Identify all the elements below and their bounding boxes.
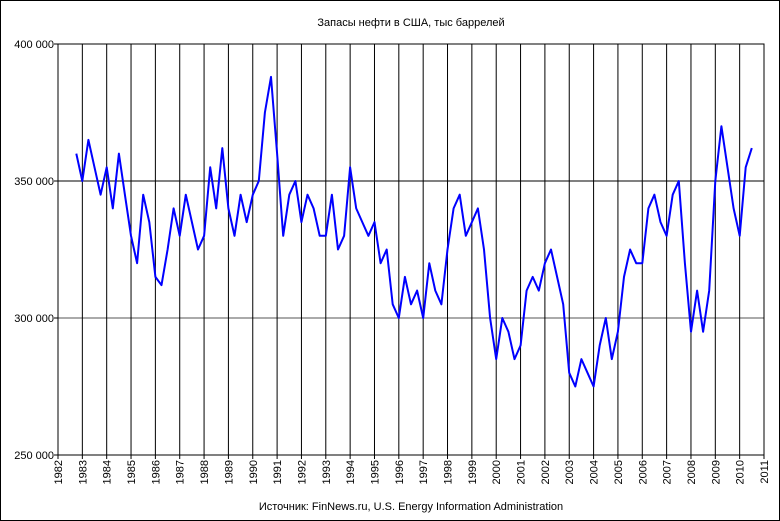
x-tick-label: 1982 bbox=[53, 460, 65, 484]
x-tick-label: 2011 bbox=[759, 460, 771, 484]
plot-border bbox=[57, 43, 765, 456]
y-tick-label: 350 000 bbox=[14, 176, 54, 188]
x-tick-label: 1985 bbox=[126, 460, 138, 484]
x-tick-label: 2004 bbox=[589, 460, 601, 484]
x-tick-label: 1994 bbox=[345, 460, 357, 484]
x-tick-label: 1986 bbox=[150, 460, 162, 484]
x-tick-label: 2007 bbox=[662, 460, 674, 484]
x-tick-label: 1998 bbox=[443, 460, 455, 484]
x-tick-label: 1997 bbox=[418, 460, 430, 484]
x-tick-label: 1999 bbox=[467, 460, 479, 484]
x-tick-label: 1991 bbox=[272, 460, 284, 484]
x-tick-label: 1988 bbox=[199, 460, 211, 484]
x-tick-label: 1984 bbox=[102, 460, 114, 484]
x-tick-label: 1983 bbox=[77, 460, 89, 484]
chart-title: Запасы нефти в США, тыс баррелей bbox=[317, 17, 504, 29]
y-tick-label: 300 000 bbox=[14, 313, 54, 325]
x-tick-label: 2010 bbox=[735, 460, 747, 484]
x-tick-label: 1993 bbox=[321, 460, 333, 484]
x-tick-label: 1990 bbox=[248, 460, 260, 484]
x-tick-label: 1992 bbox=[296, 460, 308, 484]
x-tick-label: 2002 bbox=[540, 460, 552, 484]
data-line bbox=[75, 75, 753, 388]
x-tick-label: 2008 bbox=[686, 460, 698, 484]
x-tick-label: 1987 bbox=[175, 460, 187, 484]
x-tick-label: 1989 bbox=[223, 460, 235, 484]
x-tick-label: 2003 bbox=[564, 460, 576, 484]
x-tick-label: 2006 bbox=[637, 460, 649, 484]
x-tick-label: 2005 bbox=[613, 460, 625, 484]
y-tick-label: 400 000 bbox=[14, 39, 54, 51]
plot-area bbox=[58, 44, 764, 455]
x-tick-label: 2001 bbox=[516, 460, 528, 484]
x-tick-label: 2009 bbox=[710, 460, 722, 484]
x-axis-label: Источник: FinNews.ru, U.S. Energy Inform… bbox=[259, 501, 563, 513]
x-tick-label: 2000 bbox=[491, 460, 503, 484]
x-tick-label: 1995 bbox=[369, 460, 381, 484]
x-tick-label: 1996 bbox=[394, 460, 406, 484]
y-tick-label: 250 000 bbox=[14, 450, 54, 462]
